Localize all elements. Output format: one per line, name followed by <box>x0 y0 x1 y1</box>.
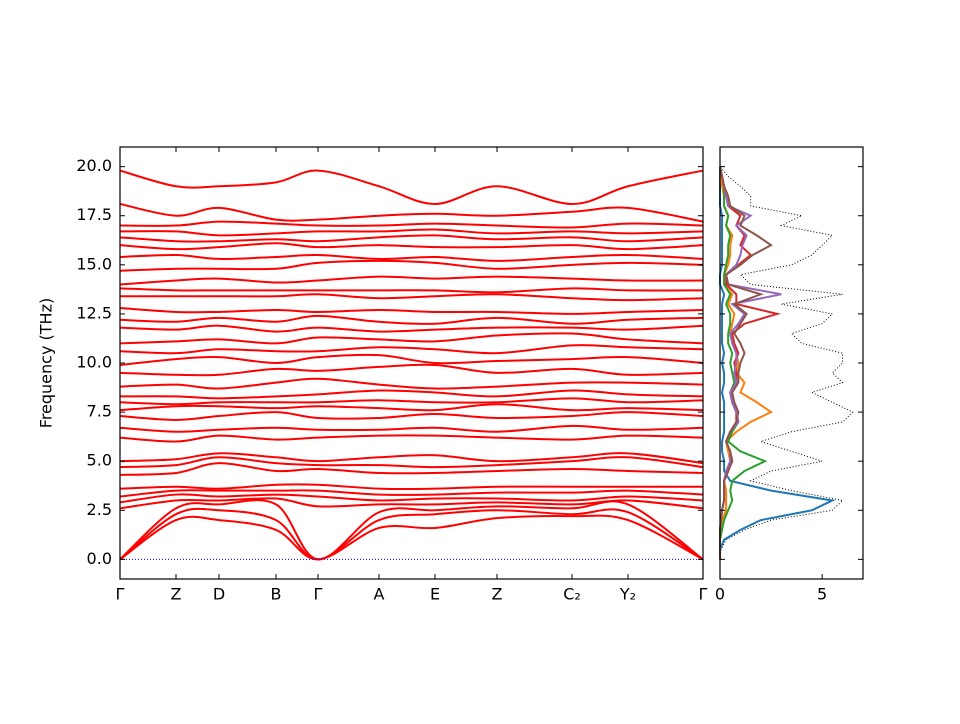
dos-line <box>719 166 773 560</box>
band-line <box>119 220 704 229</box>
x-tick-label: Γ <box>116 585 125 604</box>
y-axis-label: Frequency (THz) <box>37 298 56 428</box>
x-tick-label: D <box>213 585 225 604</box>
y-tick-label: 20.0 <box>76 156 112 175</box>
band-line <box>119 462 704 476</box>
band-line <box>119 234 704 243</box>
band-line <box>119 489 704 498</box>
band-line <box>119 497 704 510</box>
band-line <box>119 363 704 377</box>
band-line <box>119 287 704 294</box>
x-tick-label: C₂ <box>563 585 581 604</box>
x-tick-label: 0 <box>715 585 725 604</box>
band-line <box>119 452 704 465</box>
band-line <box>119 202 704 223</box>
y-tick-label: 12.5 <box>76 303 112 322</box>
x-tick-label: Z <box>171 585 182 604</box>
y-tick-label: 10.0 <box>76 353 112 372</box>
band-line <box>119 228 704 237</box>
band-line <box>119 275 704 286</box>
y-tick-label: 2.5 <box>87 500 112 519</box>
band-line <box>119 483 703 491</box>
x-tick-label: Γ <box>314 585 323 604</box>
band-line <box>119 507 704 561</box>
x-tick-label: Γ <box>699 585 708 604</box>
band-line <box>119 259 704 272</box>
band-line <box>119 344 704 355</box>
band-line <box>119 434 704 443</box>
y-tick-label: 17.5 <box>76 205 112 224</box>
band-line <box>119 324 704 333</box>
band-line <box>119 499 704 561</box>
y-tick-label: 0.0 <box>87 549 112 568</box>
band-line <box>119 514 704 561</box>
band-line <box>119 353 704 366</box>
band-line <box>119 389 704 400</box>
x-tick-label: Z <box>492 585 503 604</box>
band-line <box>119 377 704 390</box>
band-line <box>120 293 704 302</box>
band-line <box>119 242 704 251</box>
band-line <box>119 169 704 205</box>
x-tick-label: Y₂ <box>619 585 636 604</box>
x-tick-label: 5 <box>817 585 827 604</box>
band-line <box>119 253 704 262</box>
band-line <box>119 307 704 315</box>
band-line <box>119 332 704 345</box>
dos-line <box>719 166 782 560</box>
band-line <box>119 314 704 325</box>
dos-line <box>719 166 768 560</box>
y-tick-label: 15.0 <box>76 254 112 273</box>
band-line <box>119 403 704 412</box>
y-tick-label: 5.0 <box>87 451 112 470</box>
band-line <box>119 397 704 406</box>
band-line <box>119 424 704 433</box>
y-tick-label: 7.5 <box>87 402 112 421</box>
x-tick-label: A <box>374 585 385 604</box>
band-line <box>119 456 704 469</box>
x-tick-label: B <box>271 585 282 604</box>
dos-line <box>719 166 774 560</box>
x-tick-label: E <box>430 585 440 604</box>
band-line <box>119 411 704 421</box>
band-line <box>119 493 704 504</box>
